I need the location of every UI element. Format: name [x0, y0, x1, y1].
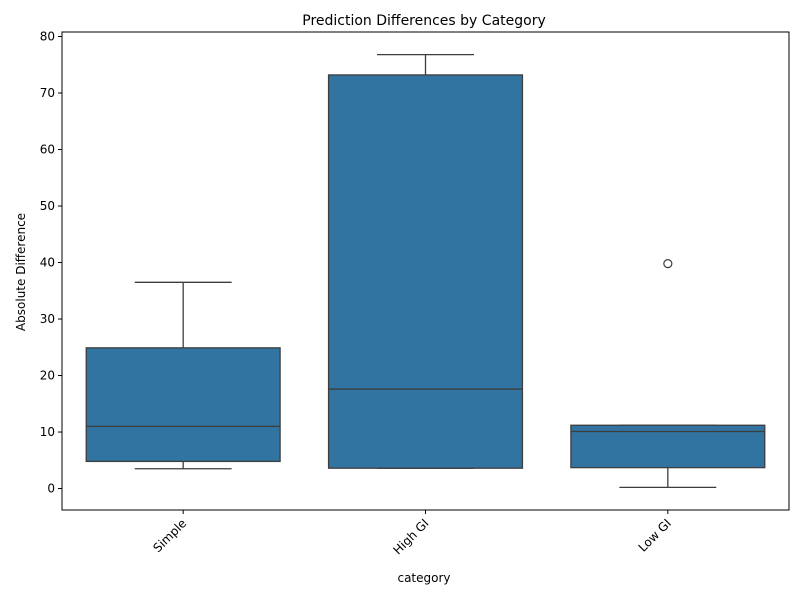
y-tick-label: 40: [40, 256, 55, 270]
x-axis-label: category: [397, 571, 450, 585]
box-group-0: [85, 281, 281, 470]
box-group-1: [327, 53, 524, 469]
y-tick-label: 30: [40, 312, 55, 326]
y-tick-label: 80: [40, 30, 55, 44]
iqr-box: [570, 424, 766, 469]
boxes-layer: [85, 53, 766, 489]
x-tick-label: Low GI: [636, 516, 674, 554]
chart-title: Prediction Differences by Category: [302, 13, 546, 29]
y-tick-label: 60: [40, 143, 55, 157]
y-tick-label: 50: [40, 199, 55, 213]
y-tick-label: 0: [47, 482, 55, 496]
x-tick-label: Simple: [150, 516, 189, 555]
iqr-box: [327, 74, 524, 469]
x-tick-label: High GI: [390, 516, 431, 557]
y-axis-label: Absolute Difference: [14, 213, 28, 331]
y-tick-label: 20: [40, 369, 55, 383]
box-group-2: [570, 259, 766, 489]
iqr-box: [85, 347, 281, 463]
outlier-point: [663, 259, 673, 269]
y-tick-label: 70: [40, 86, 55, 100]
y-tick-label: 10: [40, 425, 55, 439]
